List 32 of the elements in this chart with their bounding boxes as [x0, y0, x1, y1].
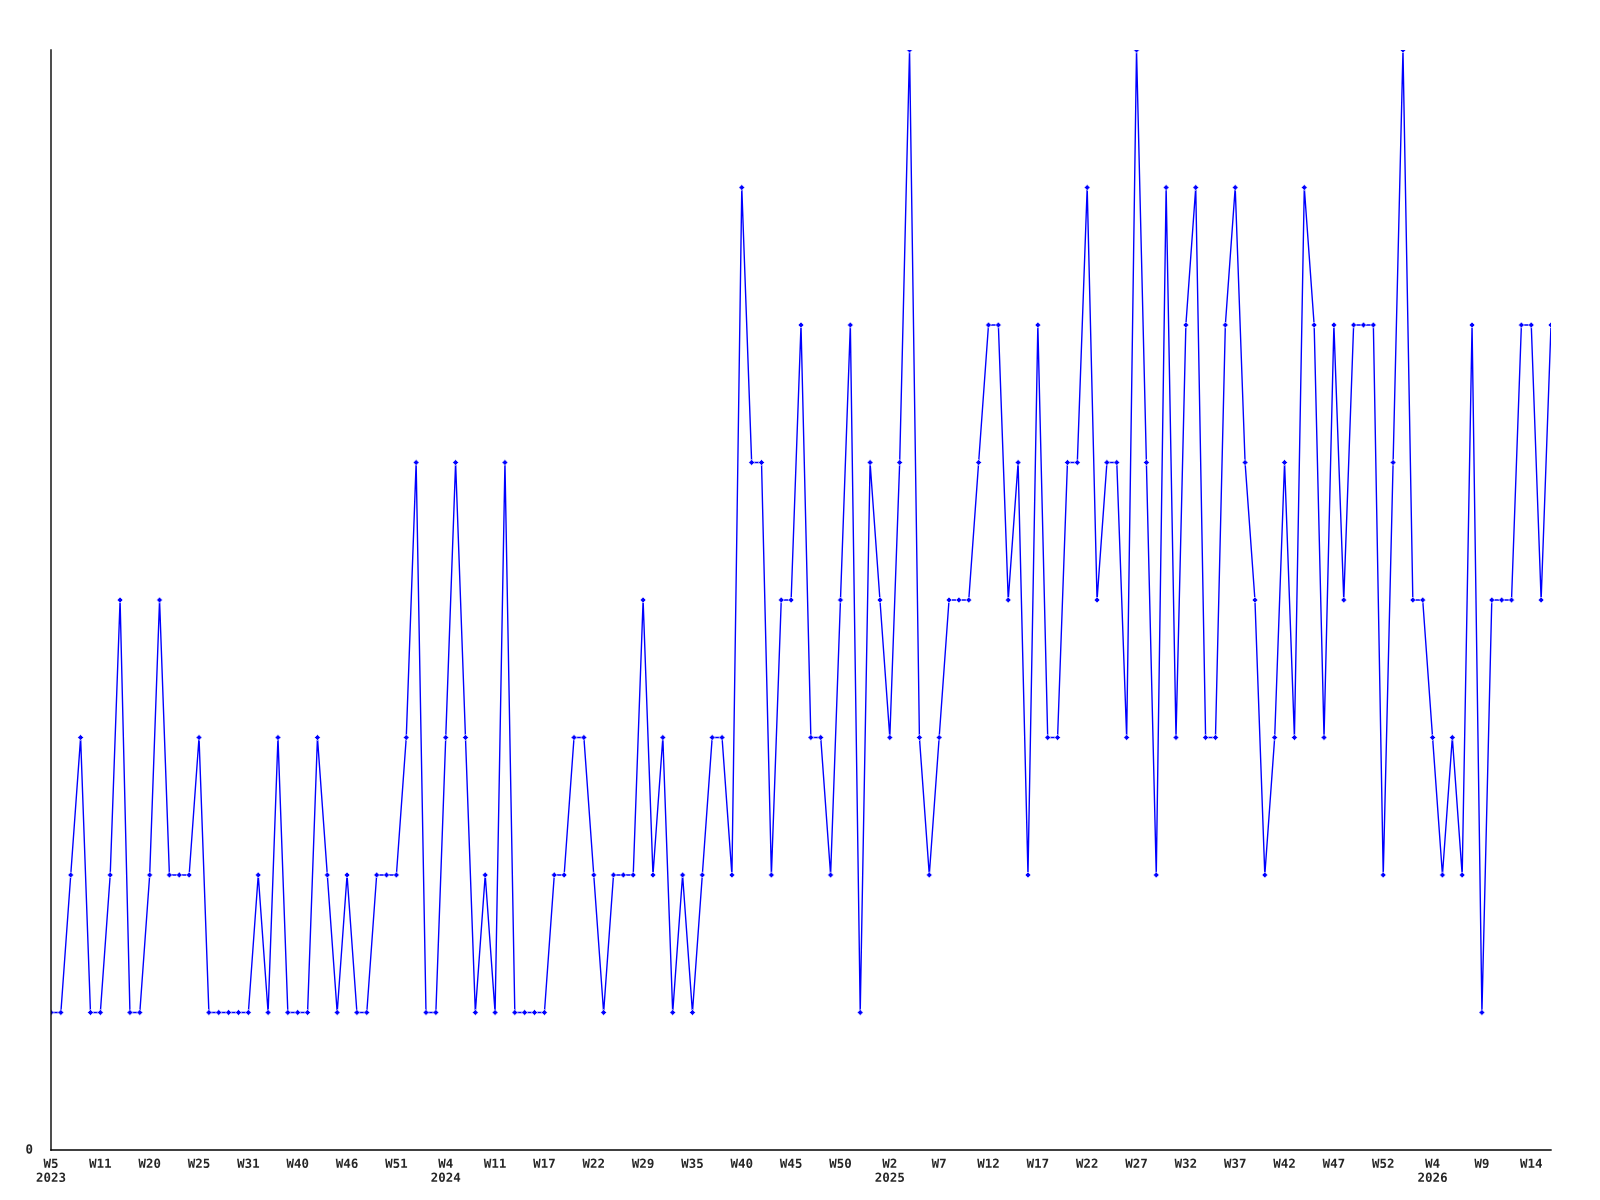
x-tick-label: W45 — [779, 1158, 802, 1169]
x-tick-label: W7 — [931, 1158, 946, 1168]
x-tick-label: W27 — [1125, 1158, 1147, 1168]
x-tick-label: W35 — [681, 1158, 703, 1169]
x-tick-label: W9 — [1474, 1158, 1489, 1169]
x-tick-label: W47 — [1322, 1158, 1345, 1168]
x-tick-label: W22 — [582, 1158, 605, 1168]
x-tick-label: W22 — [1075, 1158, 1098, 1168]
x-tick-label: W11 — [89, 1158, 112, 1168]
x-tick-label: W17 — [533, 1158, 555, 1168]
x-tick-label: W14 — [1519, 1158, 1542, 1168]
x-tick-label: W46 — [335, 1158, 358, 1169]
text: 0 — [26, 1144, 33, 1154]
x-tick-label: W42 — [1273, 1158, 1295, 1168]
x-tick-label: W37 — [1223, 1158, 1246, 1169]
x-tick-label: W51 — [385, 1158, 408, 1169]
x-tick-label: W17 — [1026, 1158, 1049, 1168]
x-tick-label: W2 2025 — [875, 1158, 905, 1183]
x-tick-label: W4 2024 — [431, 1158, 461, 1183]
x-tick-label: W32 — [1174, 1158, 1197, 1169]
x-tick-label: W20 — [138, 1158, 161, 1169]
x-tick-label: W11 — [483, 1158, 506, 1168]
x-tick-label: W40 — [730, 1158, 753, 1169]
x-tick-label: W50 — [829, 1158, 852, 1169]
x-tick-label: W5 2023 — [36, 1158, 66, 1183]
x-tick-label: W12 — [977, 1158, 999, 1168]
x-tick-label: W4 2026 — [1418, 1158, 1447, 1183]
x-tick-label: W40 — [286, 1158, 309, 1169]
x-tick-label: W52 — [1371, 1158, 1394, 1169]
x-tick-label: W25 — [187, 1158, 210, 1169]
x-tick-label: W29 — [631, 1158, 654, 1169]
x-tick-label: W31 — [237, 1158, 260, 1169]
